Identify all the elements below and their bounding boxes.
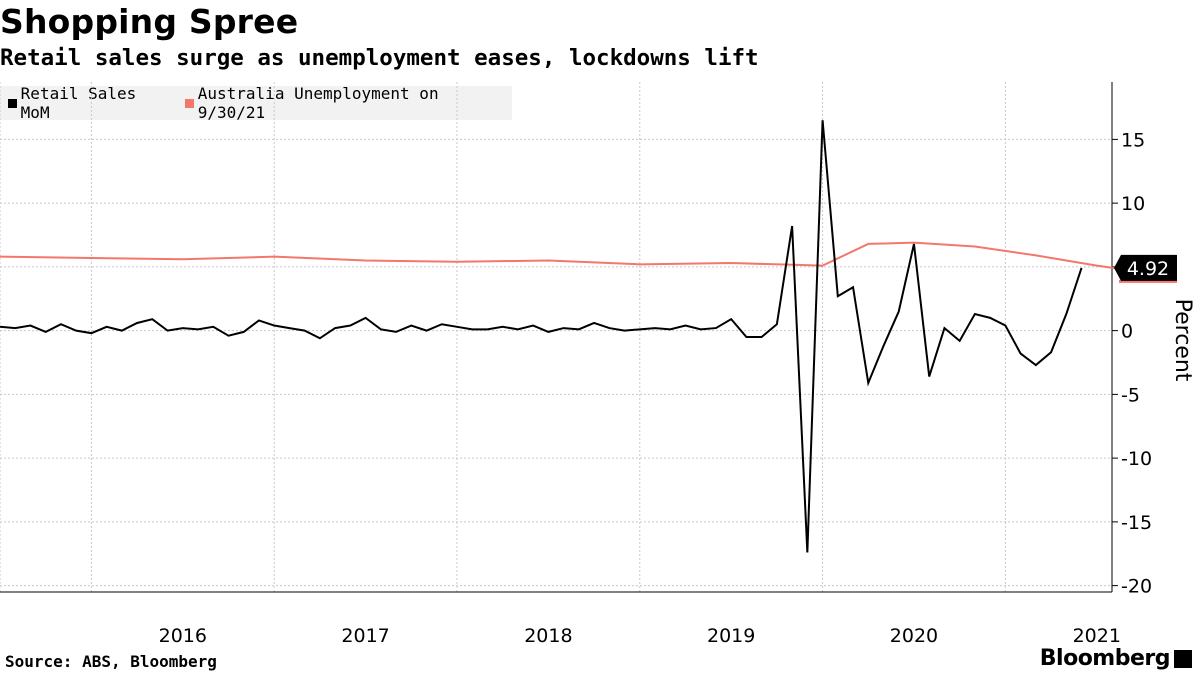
grid-layer bbox=[0, 82, 1112, 592]
x-year-label: 2019 bbox=[707, 625, 755, 647]
y-tick-label: 0 bbox=[1121, 321, 1133, 343]
source-note: Source: ABS, Bloomberg bbox=[5, 652, 217, 671]
callout-layer: 4.92 bbox=[1114, 254, 1177, 283]
y-tick-label: -10 bbox=[1121, 448, 1152, 470]
legend-swatch-retail bbox=[8, 98, 17, 108]
last-value-callout bbox=[1114, 254, 1177, 281]
legend-item-unemployment: Australia Unemployment on 9/30/21 bbox=[185, 84, 504, 122]
x-year-label: 2017 bbox=[341, 625, 389, 647]
y-tick-label: 10 bbox=[1121, 193, 1145, 215]
y-tick-label: -20 bbox=[1121, 576, 1152, 598]
y-tick-label: -15 bbox=[1121, 512, 1152, 534]
chart-title: Shopping Spree bbox=[0, 2, 299, 41]
x-year-label: 2016 bbox=[159, 625, 207, 647]
x-year-label: 2021 bbox=[1073, 625, 1121, 647]
last-value-label: 4.92 bbox=[1127, 258, 1169, 280]
y-tick-label: 15 bbox=[1121, 129, 1145, 151]
brand-mark-icon bbox=[1174, 650, 1192, 668]
legend: Retail Sales MoM Australia Unemployment … bbox=[0, 84, 512, 122]
y-tick-label: -5 bbox=[1121, 384, 1140, 406]
series-line-unemployment bbox=[0, 241, 1143, 273]
chart-subtitle: Retail sales surge as unemployment eases… bbox=[0, 45, 759, 71]
series-line-retail-sales bbox=[0, 120, 1083, 553]
legend-label-unemployment: Australia Unemployment on 9/30/21 bbox=[197, 84, 439, 122]
x-year-label: 2020 bbox=[890, 625, 938, 647]
legend-label-retail: Retail Sales MoM bbox=[20, 84, 137, 122]
callout-unemployment-marker bbox=[1119, 279, 1177, 283]
brand-logo-text: Bloomberg bbox=[1039, 646, 1171, 671]
y-axis-title: Percent bbox=[1170, 299, 1195, 382]
axis-layer: 151050-5-10-15-2020162017201820192020202… bbox=[0, 82, 1195, 647]
legend-swatch-unemployment bbox=[185, 98, 194, 108]
legend-item-retail: Retail Sales MoM bbox=[8, 84, 169, 122]
x-year-label: 2018 bbox=[524, 625, 572, 647]
series-layer bbox=[0, 120, 1143, 553]
